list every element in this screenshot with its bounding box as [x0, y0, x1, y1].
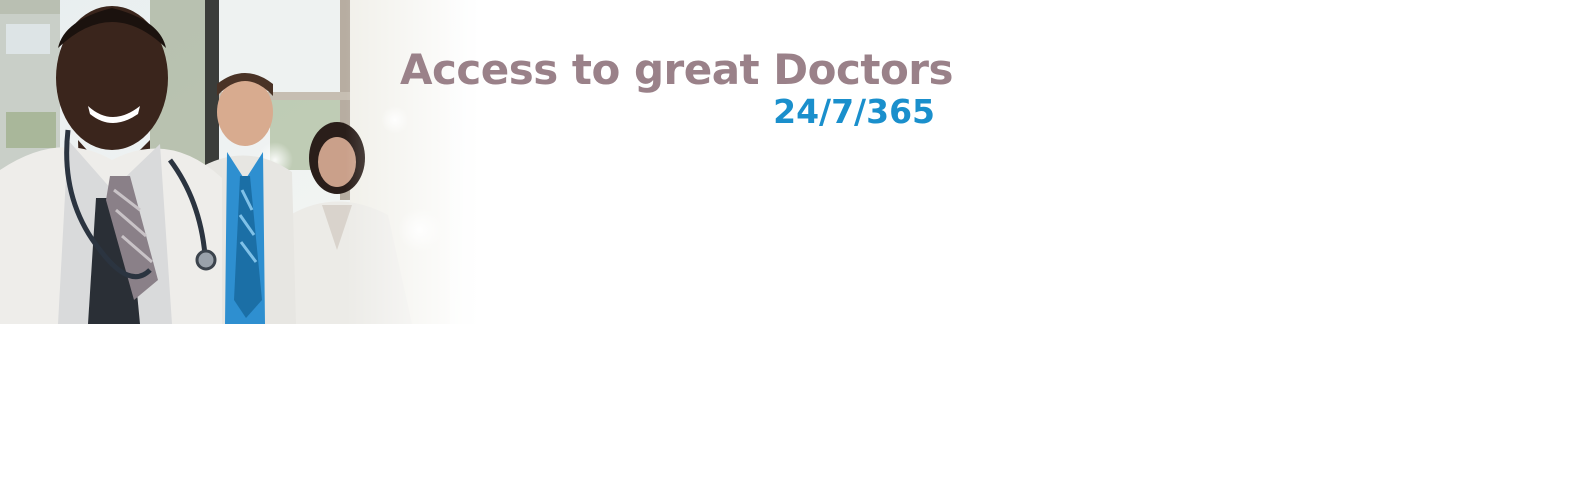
- headline: Access to great Doctors: [400, 45, 954, 94]
- availability-tagline: 24/7/365: [773, 92, 935, 131]
- doctors-photo: [0, 0, 480, 324]
